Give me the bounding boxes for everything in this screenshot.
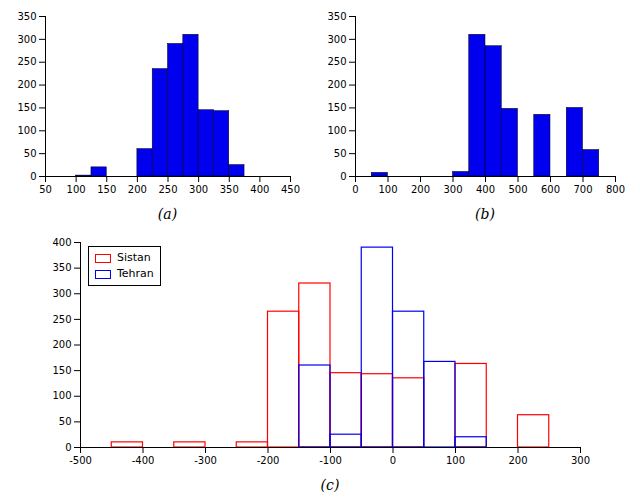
svg-text:200: 200 — [327, 79, 346, 90]
svg-text:300: 300 — [443, 184, 462, 195]
svg-text:250: 250 — [17, 56, 36, 67]
svg-text:-100: -100 — [319, 455, 342, 466]
svg-text:300: 300 — [17, 34, 36, 45]
svg-text:-300: -300 — [194, 455, 217, 466]
svg-text:100: 100 — [17, 125, 36, 136]
svg-text:700: 700 — [573, 184, 592, 195]
svg-text:200: 200 — [128, 184, 147, 195]
svg-text:300: 300 — [327, 34, 346, 45]
svg-text:300: 300 — [189, 184, 208, 195]
html-text:(b): (b) — [475, 206, 495, 222]
svg-text:-200: -200 — [257, 455, 280, 466]
svg-text:0: 0 — [352, 184, 358, 195]
svg-text:400: 400 — [52, 237, 71, 248]
svg-text:150: 150 — [97, 184, 116, 195]
svg-text:0: 0 — [65, 442, 71, 453]
svg-text:200: 200 — [17, 79, 36, 90]
svg-text:200: 200 — [411, 184, 430, 195]
svg-text:0: 0 — [340, 171, 346, 182]
svg-text:800: 800 — [606, 184, 625, 195]
svg-text:400: 400 — [250, 184, 269, 195]
svg-text:350: 350 — [220, 184, 239, 195]
svg-text:250: 250 — [327, 56, 346, 67]
svg-text:150: 150 — [17, 102, 36, 113]
svg-text:200: 200 — [508, 455, 527, 466]
svg-text:0: 0 — [390, 455, 396, 466]
html-text:Tehran: Tehran — [117, 267, 154, 280]
svg-text:300: 300 — [52, 288, 71, 299]
svg-text:50: 50 — [334, 148, 347, 159]
svg-text:50: 50 — [39, 184, 52, 195]
svg-text:100: 100 — [378, 184, 397, 195]
svg-text:50: 50 — [59, 416, 72, 427]
svg-text:100: 100 — [327, 125, 346, 136]
svg-text:150: 150 — [52, 365, 71, 376]
html-text:Sistan: Sistan — [117, 251, 151, 264]
svg-text:150: 150 — [327, 102, 346, 113]
svg-text:100: 100 — [67, 184, 86, 195]
html-text:(a): (a) — [157, 206, 178, 222]
svg-text:100: 100 — [52, 390, 71, 401]
svg-text:250: 250 — [158, 184, 177, 195]
html-text:(c): (c) — [320, 477, 340, 493]
svg-text:450: 450 — [281, 184, 300, 195]
svg-text:-500: -500 — [69, 455, 92, 466]
svg-text:0: 0 — [30, 171, 36, 182]
svg-text:350: 350 — [327, 11, 346, 22]
svg-text:-400: -400 — [132, 455, 155, 466]
svg-text:350: 350 — [52, 262, 71, 273]
svg-text:300: 300 — [571, 455, 590, 466]
svg-text:350: 350 — [17, 11, 36, 22]
svg-text:250: 250 — [52, 314, 71, 325]
svg-text:200: 200 — [52, 339, 71, 350]
svg-text:500: 500 — [508, 184, 527, 195]
svg-text:50: 50 — [24, 148, 37, 159]
svg-text:400: 400 — [476, 184, 495, 195]
svg-text:100: 100 — [446, 455, 465, 466]
svg-text:600: 600 — [541, 184, 560, 195]
